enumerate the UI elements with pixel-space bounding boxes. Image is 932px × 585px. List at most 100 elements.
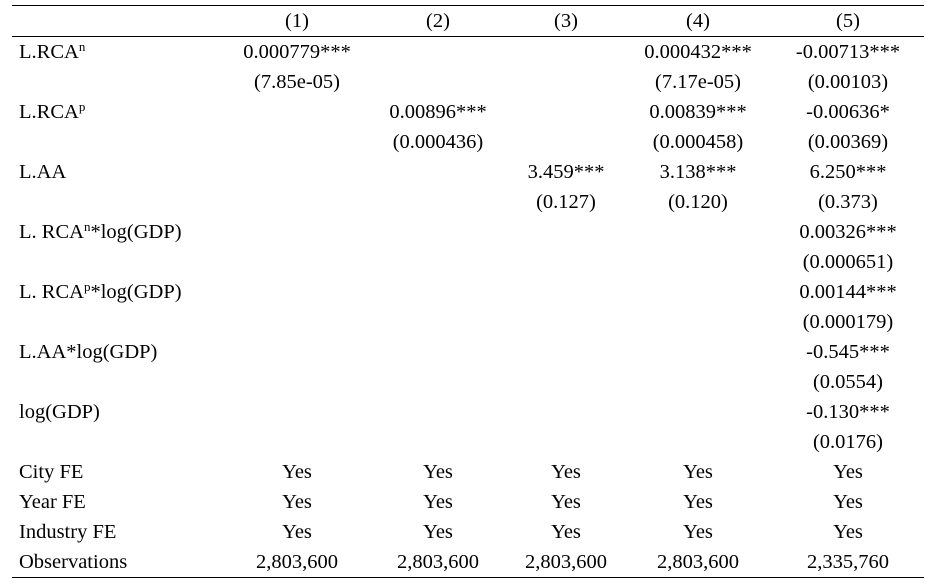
coefficient-row: L. RCAp*log(GDP) 0.00144***: [12, 277, 924, 307]
coefficient-cell: [508, 397, 624, 427]
standard-error-label-cell: [12, 427, 226, 457]
variable-label: log(GDP): [12, 397, 226, 427]
coefficient-row: L.RCAn 0.000779*** 0.000432*** -0.00713***: [12, 37, 924, 68]
coefficient-cell: 3.138***: [659, 161, 737, 183]
standard-error-cell: (0.000179): [802, 311, 894, 333]
footer-value-cell: Yes: [282, 491, 312, 513]
footer-value-cell: 2,803,600: [624, 547, 772, 578]
standard-error-cell: (0.00103): [807, 71, 889, 93]
standard-error-cell: (0.373): [818, 191, 878, 213]
standard-error-row: (0.0554): [12, 367, 924, 397]
standard-error-cell: [368, 367, 508, 397]
standard-error-cell: [368, 67, 508, 97]
coefficient-cell: [368, 277, 508, 307]
footer-value-cell: Yes: [282, 461, 312, 483]
standard-error-label-cell: [12, 187, 226, 217]
coefficient-cell: [508, 97, 624, 127]
standard-error-cell: [226, 127, 368, 157]
coefficient-cell: -0.130***: [806, 401, 890, 423]
variable-name: L.RCA: [19, 101, 79, 123]
coefficient-cell: [508, 337, 624, 367]
standard-error-label-cell: [12, 127, 226, 157]
standard-error-cell: [226, 367, 368, 397]
footer-row: Industry FE Yes Yes Yes Yes Yes: [12, 517, 924, 547]
standard-error-label-cell: [12, 367, 226, 397]
coefficient-cell: [368, 37, 508, 68]
variable-name: L.AA: [19, 161, 67, 183]
footer-row: Year FE Yes Yes Yes Yes Yes: [12, 487, 924, 517]
standard-error-cell: (0.127): [536, 191, 596, 213]
standard-error-cell: [508, 307, 624, 337]
coefficient-cell: -0.00636*: [806, 101, 890, 123]
variable-suffix: *log(GDP): [90, 281, 182, 303]
coefficient-cell: 3.459***: [527, 161, 605, 183]
coefficient-cell: [226, 277, 368, 307]
footer-value-cell: Yes: [683, 461, 713, 483]
footer-value-cell: Yes: [551, 521, 581, 543]
standard-error-cell: [508, 127, 624, 157]
standard-error-row: (0.127) (0.120) (0.373): [12, 187, 924, 217]
variable-label: L. RCAn*log(GDP): [12, 217, 226, 247]
variable-label: L.AA: [12, 157, 226, 187]
variable-name: L. RCA: [19, 221, 84, 243]
coefficient-row: L.AA*log(GDP) -0.545***: [12, 337, 924, 367]
standard-error-row: (7.85e-05) (7.17e-05) (0.00103): [12, 67, 924, 97]
header-column-4: (4): [624, 5, 772, 37]
coefficient-cell: [368, 217, 508, 247]
coefficient-cell: [226, 397, 368, 427]
footer-value-cell: Yes: [282, 521, 312, 543]
footer-value-cell: Yes: [551, 491, 581, 513]
header-corner-cell: [12, 5, 226, 37]
standard-error-cell: [226, 187, 368, 217]
variable-superscript: p: [83, 278, 91, 294]
coefficient-cell: [368, 337, 508, 367]
header-column-5: (5): [772, 5, 924, 37]
variable-superscript: n: [78, 38, 86, 54]
coefficient-row: L. RCAn*log(GDP) 0.00326***: [12, 217, 924, 247]
footer-value-cell: Yes: [423, 521, 453, 543]
regression-table: (1) (2) (3) (4) (5) L.RCA n 0.000779*** 0.0…: [12, 5, 924, 578]
standard-error-cell: (0.000458): [652, 131, 744, 153]
coefficient-cell: [624, 277, 772, 307]
standard-error-cell: (0.0554): [812, 371, 884, 393]
coefficient-cell: [368, 157, 508, 187]
coefficient-cell: [226, 97, 368, 127]
footer-row: City FE Yes Yes Yes Yes Yes: [12, 457, 924, 487]
standard-error-cell: [368, 187, 508, 217]
standard-error-cell: [368, 247, 508, 277]
coefficient-cell: [226, 217, 368, 247]
standard-error-cell: [624, 247, 772, 277]
standard-error-cell: [508, 427, 624, 457]
footer-label: Industry FE: [19, 521, 117, 543]
standard-error-cell: [226, 307, 368, 337]
footer-value-cell: Yes: [423, 491, 453, 513]
variable-label: L. RCAp*log(GDP): [12, 277, 226, 307]
standard-error-cell: [368, 427, 508, 457]
coefficient-cell: -0.545***: [806, 341, 890, 363]
coefficient-cell: 0.000432***: [644, 41, 752, 63]
standard-error-label-cell: [12, 307, 226, 337]
footer-row: Observations 2,803,600 2,803,600 2,803,600 2…: [12, 547, 924, 578]
variable-name: L.AA*log(GDP): [19, 341, 158, 363]
footer-value-cell: Yes: [683, 521, 713, 543]
table-header: (1) (2) (3) (4) (5): [12, 5, 924, 37]
standard-error-cell: [368, 307, 508, 337]
standard-error-cell: (0.0176): [812, 431, 884, 453]
coefficient-cell: [624, 337, 772, 367]
footer-value-cell: Yes: [423, 461, 453, 483]
footer-value-cell: Yes: [683, 491, 713, 513]
coefficient-cell: 0.000779***: [243, 41, 351, 63]
coefficient-cell: 0.00839***: [649, 101, 747, 123]
coefficient-cell: [508, 217, 624, 247]
table-body: L.RCAn 0.000779*** 0.000432*** -0.00713***(…: [12, 37, 924, 578]
variable-name: L. RCA: [19, 281, 84, 303]
coefficient-row: log(GDP) -0.130***: [12, 397, 924, 427]
coefficient-cell: [368, 397, 508, 427]
coefficient-cell: [226, 157, 368, 187]
standard-error-row: (0.000436) (0.000458) (0.00369): [12, 127, 924, 157]
variable-suffix: *log(GDP): [90, 221, 182, 243]
standard-error-cell: (0.000651): [802, 251, 894, 273]
standard-error-cell: (0.000436): [392, 131, 484, 153]
footer-label: City FE: [19, 461, 84, 483]
header-column-2: (2): [368, 5, 508, 37]
